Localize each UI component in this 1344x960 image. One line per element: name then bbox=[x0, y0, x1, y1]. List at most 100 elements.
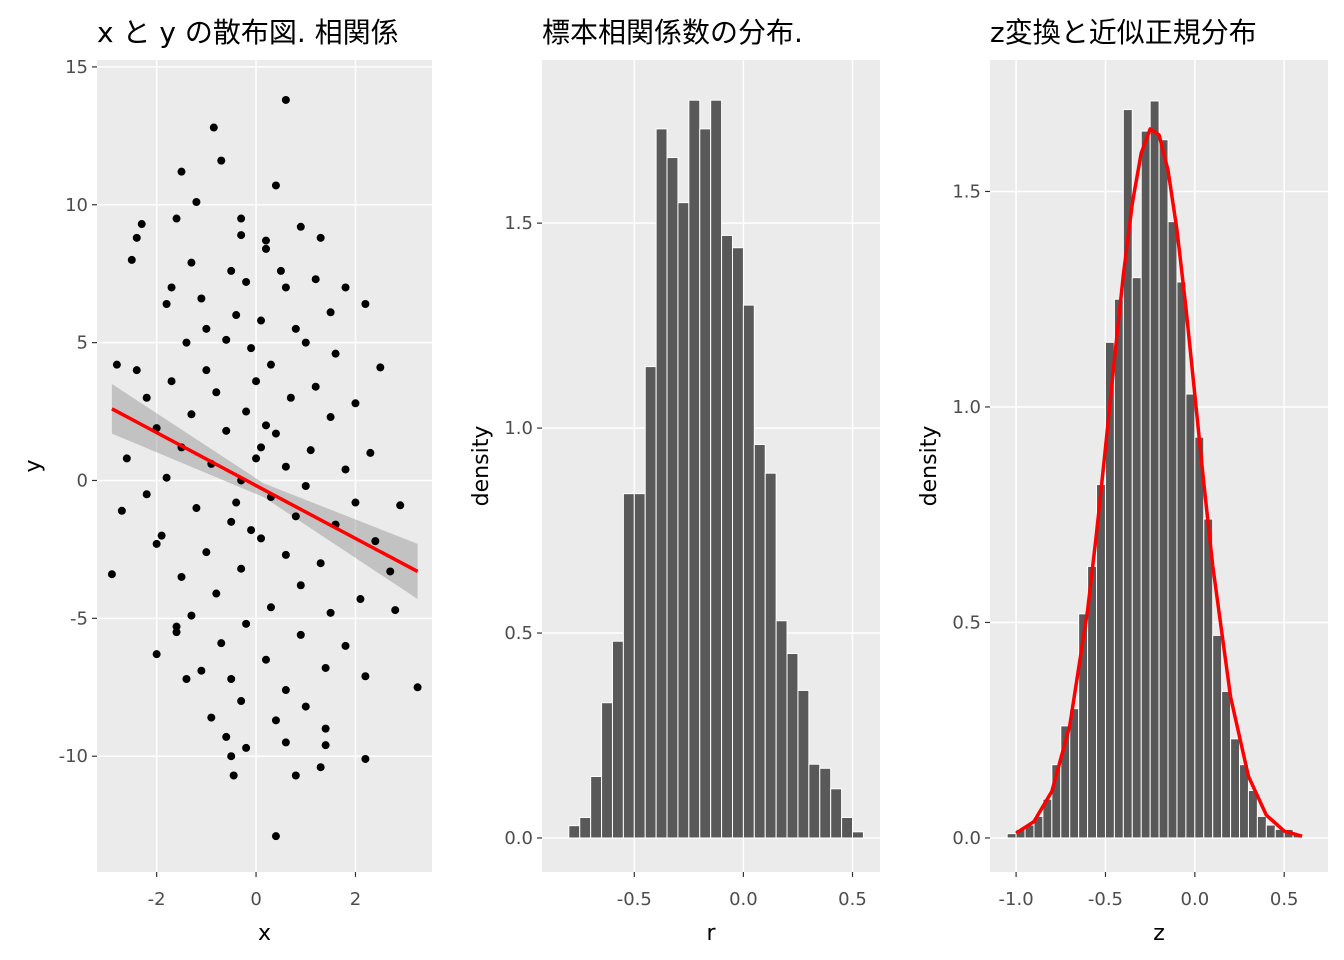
x-tick-label: -1.0 bbox=[999, 889, 1034, 910]
point bbox=[247, 344, 256, 353]
point bbox=[386, 567, 395, 576]
y-tick-label: 10 bbox=[65, 195, 88, 216]
point bbox=[261, 655, 270, 664]
point bbox=[252, 377, 261, 386]
point bbox=[167, 377, 176, 386]
point bbox=[257, 316, 266, 325]
point bbox=[271, 832, 280, 841]
point bbox=[286, 393, 295, 402]
point bbox=[326, 608, 335, 617]
point bbox=[316, 763, 325, 772]
point bbox=[396, 501, 405, 510]
bar bbox=[677, 202, 690, 839]
bar bbox=[1006, 833, 1017, 839]
point bbox=[172, 214, 181, 223]
bar bbox=[1140, 130, 1151, 839]
y-axis-title: y bbox=[21, 459, 46, 472]
y-tick-label: 5 bbox=[77, 333, 88, 354]
point bbox=[351, 399, 360, 408]
bar bbox=[830, 788, 843, 839]
point bbox=[202, 324, 211, 333]
point bbox=[242, 743, 251, 752]
x-axis-title: x bbox=[258, 921, 271, 946]
y-tick-label: 0.5 bbox=[504, 623, 533, 644]
point bbox=[296, 581, 305, 590]
point bbox=[107, 570, 116, 579]
point bbox=[222, 426, 231, 435]
point bbox=[197, 294, 206, 303]
point bbox=[361, 754, 370, 763]
point bbox=[182, 338, 191, 347]
x-tick-label: 0 bbox=[250, 889, 261, 910]
x-tick-label: 0.0 bbox=[729, 889, 758, 910]
bar bbox=[1185, 393, 1196, 839]
panel: 0.0 0.5 1.0 1.5 -1.0 -0.5 0.0 0.5 z変換と近似正規分布 z den… bbox=[917, 16, 1328, 946]
point bbox=[281, 283, 290, 292]
point bbox=[227, 752, 236, 761]
point bbox=[341, 465, 350, 474]
point bbox=[242, 277, 251, 286]
bar bbox=[1230, 738, 1241, 839]
bar bbox=[699, 128, 712, 839]
bar bbox=[622, 493, 635, 839]
point bbox=[281, 462, 290, 471]
point bbox=[311, 275, 320, 284]
density-curve bbox=[1015, 127, 1303, 838]
point bbox=[172, 628, 181, 637]
point bbox=[212, 388, 221, 397]
bar bbox=[655, 128, 668, 839]
point bbox=[281, 95, 290, 104]
point bbox=[152, 539, 161, 548]
point bbox=[242, 407, 251, 416]
bar bbox=[1069, 708, 1080, 839]
point bbox=[177, 572, 186, 581]
point bbox=[306, 446, 315, 455]
point bbox=[311, 382, 320, 391]
bar bbox=[1131, 277, 1142, 839]
point bbox=[172, 622, 181, 631]
point bbox=[301, 338, 310, 347]
point bbox=[281, 686, 290, 695]
point bbox=[271, 429, 280, 438]
point bbox=[229, 771, 238, 780]
point bbox=[242, 619, 251, 628]
point bbox=[162, 300, 171, 309]
point bbox=[413, 683, 422, 692]
point bbox=[187, 258, 196, 267]
bar bbox=[568, 825, 581, 839]
point bbox=[316, 233, 325, 242]
point bbox=[112, 360, 121, 369]
point bbox=[316, 559, 325, 568]
point bbox=[281, 738, 290, 747]
point bbox=[222, 335, 231, 344]
point bbox=[232, 311, 241, 320]
bar bbox=[797, 689, 810, 839]
point bbox=[137, 220, 146, 229]
point bbox=[167, 283, 176, 292]
x-tick-label: -0.5 bbox=[617, 889, 652, 910]
bar bbox=[852, 831, 864, 839]
point bbox=[252, 454, 261, 463]
chart-title: x と y の散布図. 相関係 bbox=[97, 16, 399, 49]
chart-title: 標本相関係数の分布. bbox=[542, 16, 803, 49]
bar bbox=[786, 653, 799, 839]
point bbox=[212, 589, 221, 598]
point bbox=[296, 630, 305, 639]
point bbox=[187, 611, 196, 620]
point bbox=[266, 360, 275, 369]
bar bbox=[775, 620, 788, 839]
point bbox=[351, 498, 360, 507]
point bbox=[207, 713, 216, 722]
bar bbox=[611, 640, 624, 839]
y-tick-label: 0.0 bbox=[504, 828, 533, 849]
bar bbox=[1167, 221, 1178, 839]
point bbox=[162, 473, 171, 482]
point bbox=[361, 672, 370, 681]
bar bbox=[1212, 634, 1223, 839]
bar bbox=[1247, 790, 1258, 839]
bar bbox=[579, 816, 592, 839]
point bbox=[227, 266, 236, 275]
x-tick-label: 0.5 bbox=[838, 889, 867, 910]
point bbox=[361, 300, 370, 309]
